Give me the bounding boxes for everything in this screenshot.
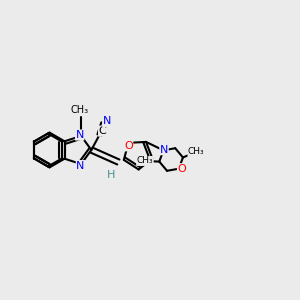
- Text: CH₃: CH₃: [136, 157, 153, 166]
- Text: CH₃: CH₃: [70, 105, 89, 116]
- Text: N: N: [160, 145, 168, 155]
- Text: N: N: [76, 160, 85, 171]
- Text: H: H: [107, 170, 115, 181]
- Text: N: N: [103, 116, 111, 127]
- Text: O: O: [124, 141, 133, 151]
- Text: C: C: [99, 126, 106, 136]
- Text: O: O: [178, 164, 186, 174]
- Text: CH₃: CH₃: [188, 148, 205, 157]
- Text: N: N: [75, 130, 84, 140]
